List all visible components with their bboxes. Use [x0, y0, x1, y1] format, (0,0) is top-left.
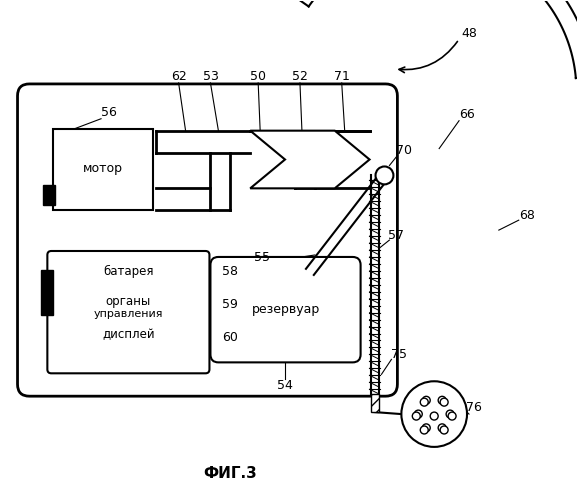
Text: 55: 55	[254, 252, 270, 264]
Circle shape	[420, 398, 428, 406]
Circle shape	[415, 410, 422, 418]
Text: управления: управления	[94, 308, 163, 318]
Text: 56: 56	[101, 106, 117, 120]
Text: батарея: батарея	[103, 266, 153, 278]
Text: 54: 54	[277, 378, 293, 392]
Circle shape	[440, 426, 448, 434]
Text: дисплей: дисплей	[102, 328, 155, 341]
Text: 58: 58	[222, 266, 239, 278]
Text: органы: органы	[106, 295, 151, 308]
Text: мотор: мотор	[83, 162, 123, 175]
Text: 66: 66	[459, 108, 475, 122]
FancyBboxPatch shape	[17, 84, 397, 396]
Text: 50: 50	[250, 70, 266, 84]
Text: 60: 60	[222, 331, 238, 344]
Text: 75: 75	[391, 348, 408, 361]
Bar	[43, 186, 56, 205]
Circle shape	[446, 410, 454, 418]
Text: ФИГ.3: ФИГ.3	[203, 466, 257, 481]
Circle shape	[401, 382, 467, 447]
Text: 70: 70	[397, 144, 412, 157]
Bar	[41, 270, 53, 314]
Circle shape	[430, 412, 438, 420]
Bar	[371, 394, 379, 412]
Text: 48: 48	[461, 26, 477, 40]
Text: 52: 52	[292, 70, 308, 84]
Text: 68: 68	[519, 208, 534, 222]
Circle shape	[438, 396, 446, 404]
Circle shape	[376, 166, 393, 184]
FancyBboxPatch shape	[210, 257, 361, 362]
Circle shape	[438, 424, 446, 432]
Circle shape	[422, 396, 430, 404]
FancyBboxPatch shape	[47, 251, 210, 374]
Text: 71: 71	[334, 70, 350, 84]
Text: 57: 57	[389, 228, 404, 241]
Circle shape	[420, 426, 428, 434]
Text: 53: 53	[203, 70, 218, 84]
Circle shape	[448, 412, 456, 420]
Circle shape	[440, 398, 448, 406]
Circle shape	[412, 412, 420, 420]
Bar	[53, 128, 153, 210]
Polygon shape	[250, 130, 369, 188]
Text: 59: 59	[222, 298, 238, 311]
Text: 76: 76	[466, 400, 482, 413]
Circle shape	[422, 424, 430, 432]
Text: резервуар: резервуар	[251, 303, 320, 316]
Text: 62: 62	[171, 70, 186, 84]
